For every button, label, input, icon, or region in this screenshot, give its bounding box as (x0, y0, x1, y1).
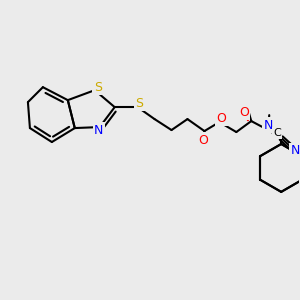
Text: O: O (239, 106, 249, 118)
Text: O: O (216, 112, 226, 124)
Text: N: N (290, 145, 300, 158)
Text: N: N (94, 124, 104, 136)
Text: S: S (94, 81, 102, 94)
Text: N: N (263, 118, 273, 132)
Text: O: O (199, 134, 208, 146)
Text: C: C (273, 128, 281, 138)
Text: S: S (136, 97, 144, 110)
